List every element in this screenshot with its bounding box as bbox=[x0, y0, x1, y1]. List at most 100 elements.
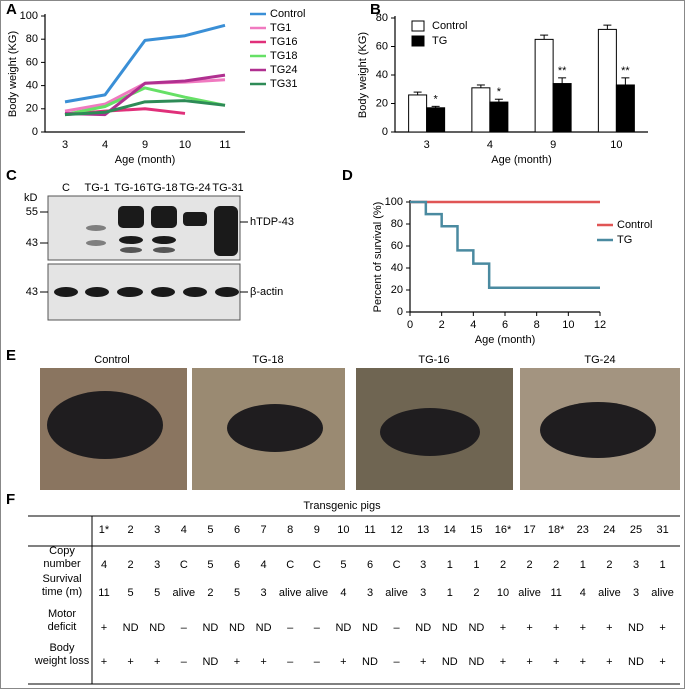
table-cell: + bbox=[500, 656, 506, 668]
column-header: 24 bbox=[603, 524, 615, 536]
table-cell: alive bbox=[172, 587, 195, 599]
data-line bbox=[64, 99, 226, 117]
table-cell: 4 bbox=[101, 559, 107, 571]
table-cell: 4 bbox=[261, 559, 267, 571]
lane-label: TG-18 bbox=[146, 182, 177, 194]
lane-label: TG-24 bbox=[179, 182, 210, 194]
photo-panel: Control TG-18 TG-16 TG-24 bbox=[40, 354, 680, 490]
table-cell: + bbox=[101, 622, 107, 634]
table-cell: alive bbox=[598, 587, 621, 599]
table-cell: 1 bbox=[447, 559, 453, 571]
column-header: 10 bbox=[337, 524, 349, 536]
table-cell: + bbox=[526, 656, 532, 668]
column-header: 8 bbox=[287, 524, 293, 536]
table-cell: 1 bbox=[580, 559, 586, 571]
table-cell: + bbox=[420, 656, 426, 668]
legend-label: TG16 bbox=[270, 36, 298, 48]
table-cell: ND bbox=[202, 656, 218, 668]
table-cell: C bbox=[393, 559, 401, 571]
table-cell: + bbox=[101, 656, 107, 668]
bar bbox=[552, 83, 572, 133]
table-cell: 3 bbox=[154, 559, 160, 571]
column-header: 11 bbox=[364, 524, 375, 536]
table-cell: + bbox=[553, 622, 559, 634]
row-label: number bbox=[43, 558, 81, 570]
blot-marker: 43 bbox=[26, 237, 38, 249]
column-header: 1* bbox=[99, 524, 110, 536]
table-cell: ND bbox=[335, 622, 351, 634]
table-cell: – bbox=[394, 622, 401, 634]
table-cell: ND bbox=[468, 622, 484, 634]
table-cell: 11 bbox=[98, 587, 109, 599]
bar bbox=[597, 28, 617, 133]
table-cell: alive bbox=[385, 587, 408, 599]
table-cell: – bbox=[287, 656, 294, 668]
table-cell: 2 bbox=[527, 559, 533, 571]
column-header: 9 bbox=[314, 524, 320, 536]
x-tick-label: 9 bbox=[142, 139, 148, 151]
table-cell: – bbox=[314, 622, 321, 634]
table-cell: 6 bbox=[367, 559, 373, 571]
panel-letter: E bbox=[6, 347, 16, 364]
table-cell: alive bbox=[651, 587, 674, 599]
x-tick-label: 11 bbox=[219, 139, 230, 151]
y-tick-label: 60 bbox=[391, 240, 403, 252]
table-cell: – bbox=[394, 656, 401, 668]
table-cell: 2 bbox=[207, 587, 213, 599]
legend-label: TG bbox=[617, 234, 632, 246]
table-cell: + bbox=[553, 656, 559, 668]
column-header: 31 bbox=[656, 524, 668, 536]
y-tick-label: 100 bbox=[20, 10, 38, 22]
y-axis-label: Body weight (KG) bbox=[7, 31, 19, 117]
x-axis-label: Age (month) bbox=[115, 154, 176, 166]
bar bbox=[489, 101, 509, 133]
y-tick-label: 80 bbox=[26, 33, 38, 45]
significance: ** bbox=[558, 65, 567, 77]
y-tick-label: 80 bbox=[391, 218, 403, 230]
table-cell: ND bbox=[256, 622, 272, 634]
x-tick-label: 12 bbox=[594, 319, 606, 331]
table-cell: ND bbox=[442, 656, 458, 668]
table-cell: 5 bbox=[207, 559, 213, 571]
table-cell: + bbox=[659, 656, 665, 668]
blot-marker: 43 bbox=[26, 286, 38, 298]
survival-line bbox=[410, 200, 600, 290]
table-cell: 1 bbox=[447, 587, 453, 599]
table-cell: ND bbox=[229, 622, 245, 634]
row-label: deficit bbox=[48, 621, 77, 633]
column-header: 23 bbox=[577, 524, 589, 536]
table-title: Transgenic pigs bbox=[303, 500, 381, 512]
table-cell: ND bbox=[149, 622, 165, 634]
panel-letter: F bbox=[6, 491, 15, 508]
table-cell: + bbox=[526, 622, 532, 634]
column-header: 3 bbox=[154, 524, 160, 536]
legend-label: TG31 bbox=[270, 78, 298, 90]
blot-target: hTDP-43 bbox=[250, 216, 294, 228]
table-cell: 3 bbox=[367, 587, 373, 599]
table-cell: 2 bbox=[606, 559, 612, 571]
table-cell: 2 bbox=[473, 587, 479, 599]
western-blot: kD 55 43 43 hTDP-43 β-actin C TG-1 TG-16… bbox=[24, 182, 294, 321]
y-axis-label: Percent of survival (%) bbox=[372, 202, 384, 313]
panel-letter: C bbox=[6, 167, 17, 184]
x-tick-label: 9 bbox=[550, 139, 556, 151]
blot-bands bbox=[54, 206, 239, 297]
lane-label: TG-1 bbox=[84, 182, 109, 194]
table-cell: + bbox=[580, 656, 586, 668]
bar bbox=[471, 87, 491, 133]
column-header: 25 bbox=[630, 524, 642, 536]
photo-label: Control bbox=[94, 354, 129, 366]
y-tick-label: 20 bbox=[391, 284, 403, 296]
data-line bbox=[64, 86, 226, 117]
y-tick-label: 20 bbox=[26, 103, 38, 115]
table-cell: + bbox=[154, 656, 160, 668]
lane-label: TG-31 bbox=[212, 182, 243, 194]
x-tick-label: 10 bbox=[562, 319, 574, 331]
legend-label: Control bbox=[617, 219, 652, 231]
legend-label: TG1 bbox=[270, 22, 291, 34]
table-cell: 5 bbox=[128, 587, 134, 599]
column-header: 18* bbox=[548, 524, 565, 536]
x-tick-label: 4 bbox=[470, 319, 476, 331]
row-label: Survival bbox=[42, 573, 81, 585]
y-tick-label: 80 bbox=[376, 12, 388, 24]
